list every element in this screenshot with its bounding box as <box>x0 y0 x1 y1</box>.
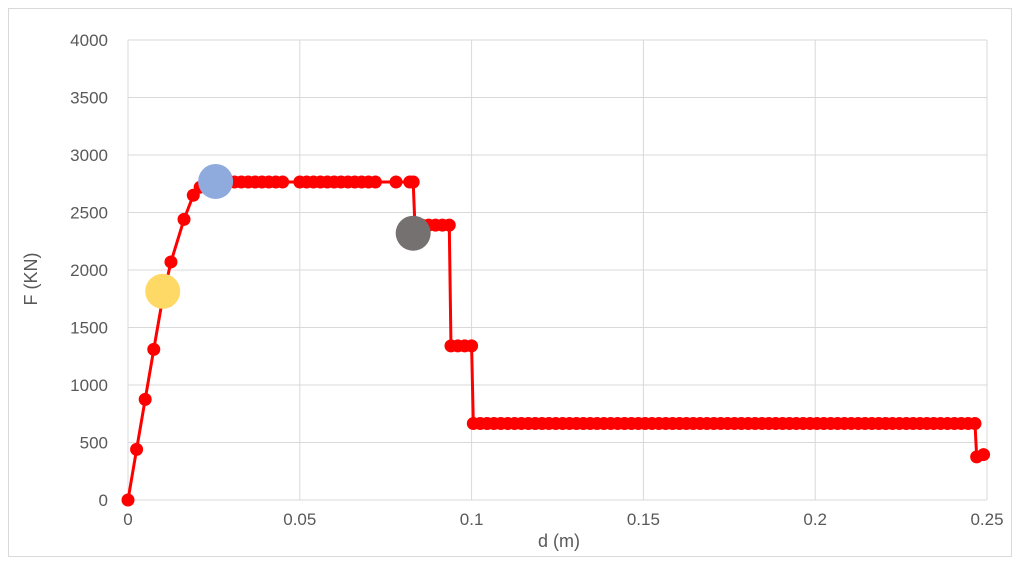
series-points <box>121 175 991 507</box>
data-point <box>465 339 479 353</box>
y-tick-label: 2000 <box>70 261 108 280</box>
series-polyline <box>126 180 985 501</box>
gridlines <box>127 39 988 501</box>
y-tick-label: 3000 <box>70 146 108 165</box>
highlight-point <box>395 215 431 251</box>
highlight-points <box>145 163 431 309</box>
x-axis-title: d (m) <box>538 531 580 551</box>
y-tick-label: 4000 <box>70 31 108 50</box>
data-point <box>138 392 152 406</box>
data-point <box>177 212 191 226</box>
x-tick-label: 0.15 <box>627 510 660 529</box>
x-tick-label: 0.1 <box>460 510 484 529</box>
data-point <box>389 175 403 189</box>
data-point <box>442 218 456 232</box>
x-tick-label: 0 <box>123 510 132 529</box>
series-line <box>126 180 985 501</box>
data-point <box>130 442 144 456</box>
highlight-point <box>145 273 181 309</box>
data-point <box>276 175 290 189</box>
x-tick-label: 0.25 <box>970 510 1003 529</box>
y-tick-label: 3500 <box>70 89 108 108</box>
data-point <box>368 175 382 189</box>
y-axis-ticks: 0 500 1000 1500 2000 2500 3000 3500 4000 <box>70 31 108 510</box>
y-axis-title: F (KN) <box>21 253 41 306</box>
y-tick-label: 1500 <box>70 319 108 338</box>
x-tick-label: 0.05 <box>283 510 316 529</box>
data-point <box>121 493 135 507</box>
y-tick-label: 2500 <box>70 204 108 223</box>
data-point <box>968 417 982 431</box>
y-tick-label: 1000 <box>70 376 108 395</box>
y-tick-label: 500 <box>80 434 108 453</box>
x-tick-label: 0.2 <box>803 510 827 529</box>
data-point <box>406 175 420 189</box>
chart-frame: 0 500 1000 1500 2000 2500 3000 3500 4000 0 0.05 0.… <box>8 8 1012 557</box>
y-tick-label: 0 <box>99 491 108 510</box>
force-displacement-chart: 0 500 1000 1500 2000 2500 3000 3500 4000 0 0.05 0.… <box>21 31 1004 551</box>
data-point <box>147 342 161 356</box>
data-point <box>164 255 178 269</box>
x-axis-ticks: 0 0.05 0.1 0.15 0.2 0.25 <box>123 510 1003 529</box>
highlight-point <box>198 163 234 199</box>
data-point <box>977 448 991 462</box>
